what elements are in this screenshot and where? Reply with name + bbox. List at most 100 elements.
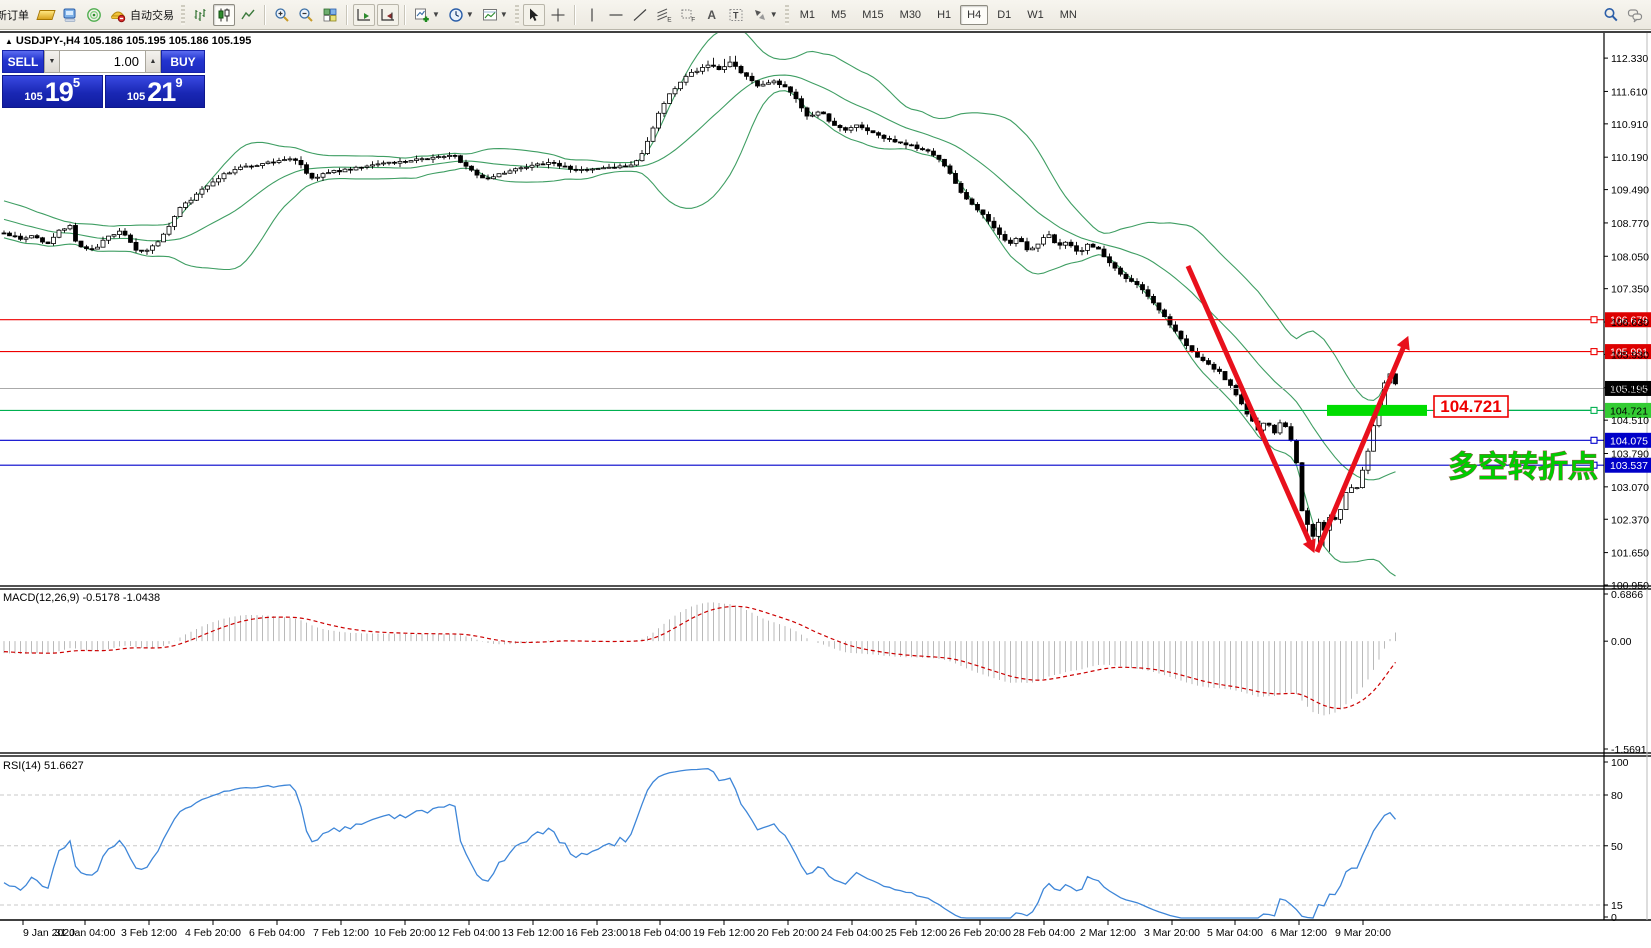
time-axis-label: 16 Feb 23:00 bbox=[566, 927, 628, 939]
axis-tick-label: 0.00 bbox=[1611, 636, 1632, 648]
axis-tick-label: 106.630 bbox=[1611, 317, 1649, 329]
volume-input[interactable]: 1.00 bbox=[60, 50, 145, 73]
line-chart-mode-icon[interactable] bbox=[237, 4, 259, 26]
rsi-pane bbox=[0, 768, 1604, 919]
level-anchor-square bbox=[1590, 436, 1598, 444]
timeframe-row: M1 M5 M15 M30 H1 H4 D1 W1 MN bbox=[792, 4, 1085, 25]
text-label-icon[interactable]: T bbox=[725, 4, 747, 26]
indicators-add-icon[interactable]: ▼ bbox=[411, 4, 443, 26]
periods-clock-icon[interactable]: ▼ bbox=[445, 4, 477, 26]
buy-button[interactable]: BUY bbox=[161, 50, 205, 73]
chart-title: ▲ USDJPY-,H4 105.186 105.195 105.186 105.… bbox=[5, 35, 251, 47]
axis-tick-label: 100.950 bbox=[1611, 580, 1649, 592]
time-axis-label: 19 Feb 12:00 bbox=[693, 927, 755, 939]
chevron-down-icon[interactable]: ▼ bbox=[499, 10, 508, 19]
arrowhead-down bbox=[1302, 538, 1316, 554]
cursor-icon[interactable] bbox=[522, 3, 545, 26]
zoom-out-icon[interactable] bbox=[295, 4, 317, 26]
chevron-down-icon[interactable]: ▼ bbox=[769, 10, 778, 19]
horizontal-line-icon[interactable] bbox=[605, 4, 627, 26]
new-order-button[interactable]: 新订单 bbox=[0, 4, 33, 26]
time-axis-label: 7 Feb 12:00 bbox=[313, 927, 369, 939]
chart-shift-icon[interactable] bbox=[377, 3, 399, 26]
market-watch-icon[interactable] bbox=[59, 4, 81, 26]
search-icon[interactable] bbox=[1600, 4, 1622, 26]
sell-price-point: 5 bbox=[72, 75, 81, 90]
volume-decrease-button[interactable]: ▼ bbox=[44, 50, 60, 73]
timeframe-button-m15[interactable]: M15 bbox=[862, 8, 884, 21]
gold-ingot-icon[interactable] bbox=[35, 4, 57, 26]
level-lines bbox=[0, 316, 1604, 469]
candlesticks bbox=[1, 55, 1398, 552]
sell-price-panel[interactable]: 105 19 5 bbox=[2, 75, 103, 108]
axis-tick-label: 108.770 bbox=[1611, 218, 1649, 230]
channels-icon[interactable]: F bbox=[677, 4, 699, 26]
buy-price-handle: 105 bbox=[126, 91, 146, 103]
sell-button[interactable]: SELL bbox=[2, 50, 44, 73]
timeframe-button-m30[interactable]: M30 bbox=[899, 8, 922, 21]
price-badge-text: 104.075 bbox=[1610, 435, 1648, 447]
axis-tick-label: 0 bbox=[1611, 912, 1617, 924]
trendline-icon[interactable] bbox=[629, 4, 651, 26]
tile-windows-icon[interactable] bbox=[319, 4, 341, 26]
sonar-signal-icon[interactable] bbox=[83, 4, 105, 26]
time-axis-label: 2 Mar 12:00 bbox=[1080, 927, 1136, 939]
trend-arrow-up[interactable] bbox=[1314, 345, 1407, 553]
axis-tick-label: 105.930 bbox=[1611, 349, 1649, 361]
arrows-tool-icon[interactable]: ▼ bbox=[749, 4, 781, 26]
timeframe-button-mn[interactable]: MN bbox=[1059, 8, 1077, 21]
axis-tick-label: 105.210 bbox=[1611, 383, 1649, 395]
price-badge-text: 103.537 bbox=[1610, 460, 1648, 472]
price-callout-box[interactable] bbox=[1433, 395, 1509, 418]
volume-increase-button[interactable]: ▲ bbox=[145, 50, 161, 73]
timeframe-button-d1[interactable]: D1 bbox=[997, 8, 1012, 21]
auto-scroll-icon[interactable] bbox=[353, 3, 375, 26]
bollinger-bands bbox=[3, 33, 1396, 577]
text-tool-icon[interactable]: A bbox=[707, 7, 717, 22]
time-axis-label: 3 Mar 20:00 bbox=[1144, 927, 1200, 939]
chevron-down-icon[interactable]: ▼ bbox=[432, 10, 440, 19]
fibonacci-icon[interactable]: E bbox=[653, 4, 675, 26]
trend-arrow-down[interactable] bbox=[1185, 264, 1313, 545]
price-badge-text: 105.195 bbox=[1610, 383, 1648, 395]
price-callout-text: 104.721 bbox=[1440, 397, 1501, 416]
time-axis-label: 24 Feb 04:00 bbox=[821, 927, 883, 939]
axis-tick-label: 110.190 bbox=[1611, 152, 1648, 164]
timeframe-button-m1[interactable]: M1 bbox=[799, 8, 815, 21]
autotrading-button[interactable]: 自动交易 bbox=[107, 4, 177, 26]
toolbar-grip[interactable] bbox=[784, 4, 789, 25]
zoom-in-icon[interactable] bbox=[271, 4, 293, 26]
candlestick-mode-icon[interactable] bbox=[213, 3, 235, 26]
new-order-label: 新订单 bbox=[0, 9, 29, 22]
autotrading-label: 自动交易 bbox=[130, 9, 174, 22]
chevron-down-icon[interactable]: ▼ bbox=[465, 10, 474, 19]
axis-tick-label: 111.610 bbox=[1611, 86, 1648, 98]
sell-price-pips: 19 bbox=[44, 77, 74, 107]
axis-tick-label: 102.370 bbox=[1611, 514, 1649, 526]
axis-tick-label: 80 bbox=[1611, 790, 1623, 802]
svg-text:F: F bbox=[691, 16, 695, 23]
cn-annotation-text[interactable]: 多空转折点 bbox=[1448, 451, 1599, 485]
crosshair-icon[interactable] bbox=[547, 4, 569, 26]
time-axis-label: 9 Jan 2020 bbox=[23, 927, 75, 939]
chat-icon[interactable] bbox=[1624, 4, 1646, 26]
toolbar-grip[interactable] bbox=[181, 4, 185, 25]
bar-chart-mode-icon[interactable] bbox=[189, 4, 211, 26]
templates-icon[interactable]: ▼ bbox=[479, 4, 511, 26]
symbol-title: USDJPY-,H4 105.186 105.195 105.186 105.1… bbox=[15, 35, 252, 47]
collapse-triangle-icon[interactable]: ▲ bbox=[5, 37, 13, 46]
timeframe-button-h4[interactable]: H4 bbox=[960, 4, 989, 25]
time-axis-label: 18 Feb 04:00 bbox=[629, 927, 691, 939]
vertical-line-icon[interactable] bbox=[581, 4, 603, 26]
axis-tick-label: 0.6866 bbox=[1611, 589, 1643, 601]
timeframe-button-h1[interactable]: H1 bbox=[937, 8, 952, 21]
buy-price-panel[interactable]: 105 21 9 bbox=[104, 75, 205, 108]
toolbar-separator bbox=[404, 4, 406, 25]
macd-label: MACD(12,26,9) -0.5178 -1.0438 bbox=[3, 592, 160, 604]
timeframe-button-m5[interactable]: M5 bbox=[830, 8, 847, 21]
timeframe-button-w1[interactable]: W1 bbox=[1027, 8, 1044, 21]
axis-tick-label: 101.650 bbox=[1611, 548, 1649, 560]
toolbar-grip[interactable] bbox=[514, 4, 519, 25]
